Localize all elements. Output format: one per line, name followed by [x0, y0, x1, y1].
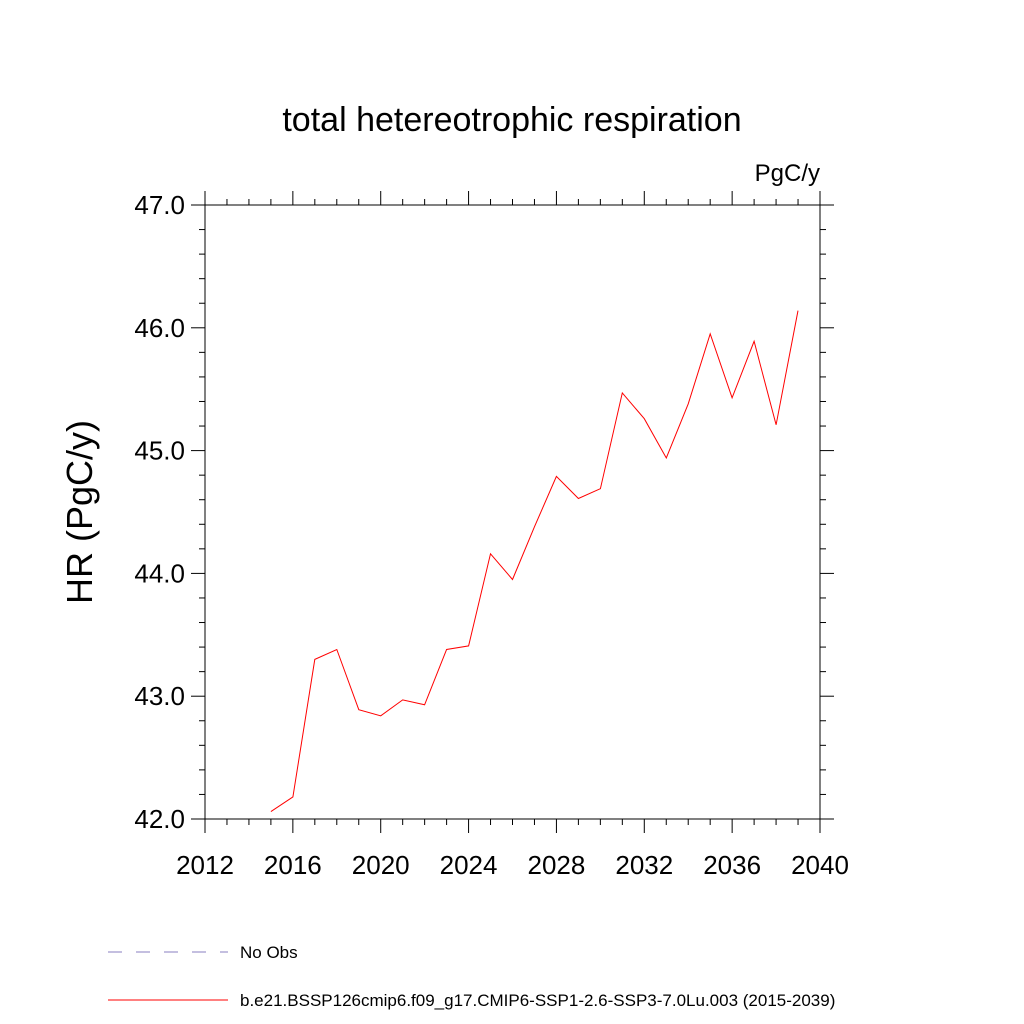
x-tick-label: 2016 — [264, 850, 322, 880]
x-tick-label: 2020 — [352, 850, 410, 880]
y-tick-label: 46.0 — [134, 313, 185, 343]
chart-title: total hetereotrophic respiration — [282, 101, 741, 139]
legend-label: b.e21.BSSP126cmip6.f09_g17.CMIP6-SSP1-2.… — [240, 991, 835, 1010]
x-tick-label: 2028 — [528, 850, 586, 880]
y-axis-label: HR (PgC/y) — [59, 420, 100, 604]
units-label: PgC/y — [755, 160, 820, 187]
series-line — [270, 310, 799, 813]
x-tick-label: 2040 — [791, 850, 849, 880]
legend: No Obs b.e21.BSSP126cmip6.f09_g17.CMIP6-S… — [108, 943, 835, 1010]
axes: 2012 2016 2020 2024 2028 2032 2036 2040 42.0 43.0… — [134, 190, 849, 880]
series-layer — [270, 310, 799, 813]
x-tick-label: 2036 — [703, 850, 761, 880]
plot-frame — [204, 204, 821, 820]
y-tick-label: 43.0 — [134, 681, 185, 711]
y-tick-label: 44.0 — [134, 558, 185, 588]
y-tick-label: 47.0 — [134, 190, 185, 220]
x-tick-label: 2032 — [615, 850, 673, 880]
x-tick-label: 2012 — [176, 850, 234, 880]
y-tick-label: 45.0 — [134, 436, 185, 466]
legend-label: No Obs — [240, 943, 298, 962]
y-tick-label: 42.0 — [134, 804, 185, 834]
x-tick-label: 2024 — [440, 850, 498, 880]
